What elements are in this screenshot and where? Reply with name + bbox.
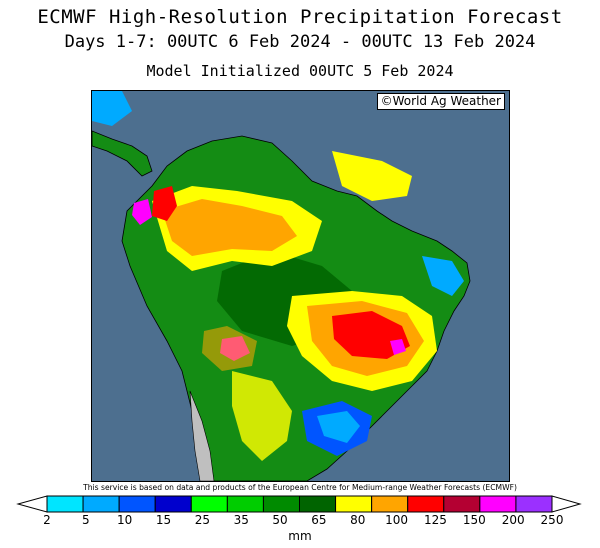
colorbar-cell — [46, 495, 84, 513]
colorbar-tick-label: 50 — [272, 513, 288, 527]
colorbar-tick-label: 100 — [385, 513, 409, 527]
colorbar-units: mm — [288, 529, 312, 543]
zone-magenta-east — [390, 339, 406, 355]
zone-yellow-south — [232, 371, 292, 461]
colorbar-cell — [262, 495, 300, 513]
zone-cyan-southeast — [317, 411, 360, 443]
colorbar-tick-label: 250 — [540, 513, 564, 527]
colorbar-left-arrow — [16, 495, 48, 513]
colorbar-cell — [443, 495, 481, 513]
colorbar-cell — [190, 495, 228, 513]
colorbar-tick-label: 10 — [117, 513, 133, 527]
zone-blue-northeast — [422, 256, 464, 296]
map-title: ECMWF High-Resolution Precipitation Fore… — [37, 6, 563, 28]
forecast-period: Days 1-7: 00UTC 6 Feb 2024 - 00UTC 13 Fe… — [64, 32, 536, 52]
colorbar-cell — [371, 495, 409, 513]
colorbar-tick-label: 150 — [462, 513, 486, 527]
colorbar-cell — [299, 495, 337, 513]
land-central-america — [92, 130, 153, 177]
colorbar-cell — [407, 495, 445, 513]
colorbar-cell — [82, 495, 120, 513]
zone-magenta-northwest — [132, 199, 152, 225]
colorbar-tick-label: 15 — [155, 513, 172, 527]
zone-red-northwest — [152, 186, 177, 221]
zone-yellow-north — [332, 151, 412, 201]
colorbar-cell — [154, 495, 192, 513]
colorbar-cell — [479, 495, 517, 513]
model-init-time: Model Initialized 00UTC 5 Feb 2024 — [146, 62, 454, 80]
zone-orange-northwest — [162, 199, 297, 256]
colorbar-cell — [118, 495, 156, 513]
precipitation-map: ©World Ag Weather — [91, 90, 510, 482]
zone-red-east — [332, 311, 410, 359]
colorbar-tick-label: 65 — [311, 513, 327, 527]
colorbar-tick-label: 5 — [82, 513, 90, 527]
colorbar-tick-label: 80 — [350, 513, 366, 527]
map-credit: ©World Ag Weather — [376, 93, 505, 110]
south-america-map — [92, 91, 471, 481]
colorbar-tick-label: 25 — [194, 513, 211, 527]
colorbar-cell — [335, 495, 373, 513]
colorbar-right-arrow — [551, 495, 582, 513]
precipitation-colorbar — [16, 495, 582, 513]
colorbar-tick-label: 200 — [501, 513, 525, 527]
zone-orange-central — [202, 326, 257, 371]
data-source-disclaimer: This service is based on data and produc… — [83, 483, 517, 492]
land-dry-coast — [189, 390, 215, 481]
colorbar-tick-label: 2 — [43, 513, 51, 527]
colorbar-cell — [515, 495, 553, 513]
colorbar-tick-label: 35 — [233, 513, 249, 527]
colorbar-cell — [226, 495, 264, 513]
zone-blue-northcoast — [92, 91, 132, 126]
colorbar-tick-label: 125 — [424, 513, 447, 527]
